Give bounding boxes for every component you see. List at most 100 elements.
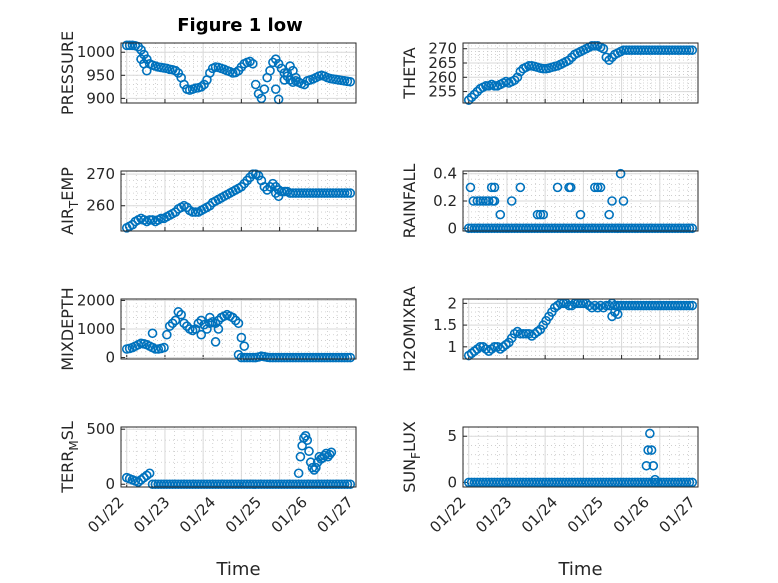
data-point [645, 428, 655, 439]
x-tick-label: 01/26 [268, 493, 311, 536]
y-axis-label-main: PRESSURE [58, 31, 77, 115]
data-point [506, 196, 517, 206]
axes-box [120, 426, 357, 488]
y-axis-label-tail: SL [58, 421, 77, 440]
major-grid: 900 950 1000 [77, 43, 357, 107]
data-point [465, 182, 476, 193]
y-tick-label: 0.4 [433, 165, 457, 183]
series-points [463, 168, 698, 234]
data-point [475, 342, 485, 352]
series-points [463, 41, 698, 105]
y-tick-label: 260 [86, 197, 115, 215]
data-point [159, 342, 169, 353]
data-point [164, 321, 175, 331]
data-point [150, 344, 161, 354]
x-axis-label: Time [215, 559, 260, 580]
data-point [124, 40, 135, 51]
data-point [265, 65, 275, 76]
data-point [687, 300, 698, 311]
data-point [227, 312, 238, 323]
data-point [248, 352, 258, 363]
y-tick-label: 1.5 [433, 316, 457, 334]
data-point [326, 447, 337, 458]
data-point [239, 341, 250, 351]
data-point [483, 196, 494, 206]
y-tick-label: 5 [447, 427, 457, 445]
y-axis-label-tail: LUX [400, 421, 419, 452]
data-point [515, 182, 526, 193]
panel-air-temp: 260 270 AIRTEMP [58, 165, 357, 235]
data-point [641, 460, 652, 471]
data-point [270, 84, 281, 94]
data-point [342, 479, 353, 490]
data-point [684, 477, 695, 488]
data-point [488, 196, 498, 206]
x-tick-label: 01/27 [656, 493, 699, 536]
data-point [300, 431, 311, 441]
data-point [650, 474, 660, 485]
y-axis-label: MIXDEPTH [58, 287, 77, 370]
data-point [687, 45, 698, 55]
data-point [196, 329, 207, 340]
data-point [293, 468, 304, 479]
data-point [687, 223, 698, 234]
y-tick-label: 900 [86, 89, 115, 107]
data-point [302, 435, 313, 446]
x-tick-label: 01/23 [130, 493, 173, 536]
data-point [618, 196, 629, 206]
y-axis-label-tail: EMP [58, 167, 77, 201]
data-point [604, 55, 614, 65]
data-point [646, 445, 657, 455]
data-point [345, 479, 356, 490]
data-point [518, 328, 528, 339]
major-grid: 05 [447, 427, 699, 491]
data-point [190, 324, 201, 334]
data-point [167, 318, 178, 329]
data-point [210, 337, 221, 347]
data-point [552, 182, 563, 193]
y-axis-label-sub: F [409, 452, 423, 459]
y-tick-label: 255 [428, 83, 457, 101]
y-axis-label: TERRMSL [58, 421, 81, 494]
data-point [592, 182, 603, 193]
data-point [615, 168, 626, 179]
y-tick-label: 2 [447, 294, 457, 312]
data-point [648, 460, 659, 471]
data-point [524, 61, 534, 71]
x-axis-label: Time [557, 559, 602, 580]
axes-box [120, 42, 357, 104]
data-point [339, 188, 350, 198]
data-point [342, 188, 353, 198]
data-point [643, 445, 653, 455]
data-point [250, 79, 261, 90]
axes-box [120, 170, 357, 232]
data-point [345, 76, 356, 87]
data-point [193, 318, 204, 329]
x-tick-label: 01/26 [610, 493, 653, 536]
series-points [121, 307, 356, 363]
data-point [170, 65, 181, 76]
y-axis-label-main: RAINFALL [400, 164, 419, 239]
y-tick-label: 0.2 [433, 192, 457, 210]
x-tick-label: 01/25 [564, 493, 607, 536]
y-axis-label: THETA [400, 47, 419, 99]
y-axis-label: PRESSURE [58, 31, 77, 115]
y-tick-label: 0 [105, 475, 115, 493]
data-point [469, 89, 480, 100]
y-tick-label: 1000 [77, 320, 115, 338]
data-point [276, 186, 287, 197]
y-axis-label: H2OMIXRA [400, 286, 419, 372]
axes-box [462, 170, 699, 232]
series-points [121, 431, 356, 490]
data-point [141, 65, 152, 76]
data-point [463, 95, 474, 105]
data-point [590, 182, 600, 193]
data-point [202, 324, 212, 334]
figure-title: Figure 1 low [177, 15, 302, 36]
axes-box [462, 426, 699, 488]
data-point [259, 84, 270, 94]
data-point [176, 309, 186, 320]
